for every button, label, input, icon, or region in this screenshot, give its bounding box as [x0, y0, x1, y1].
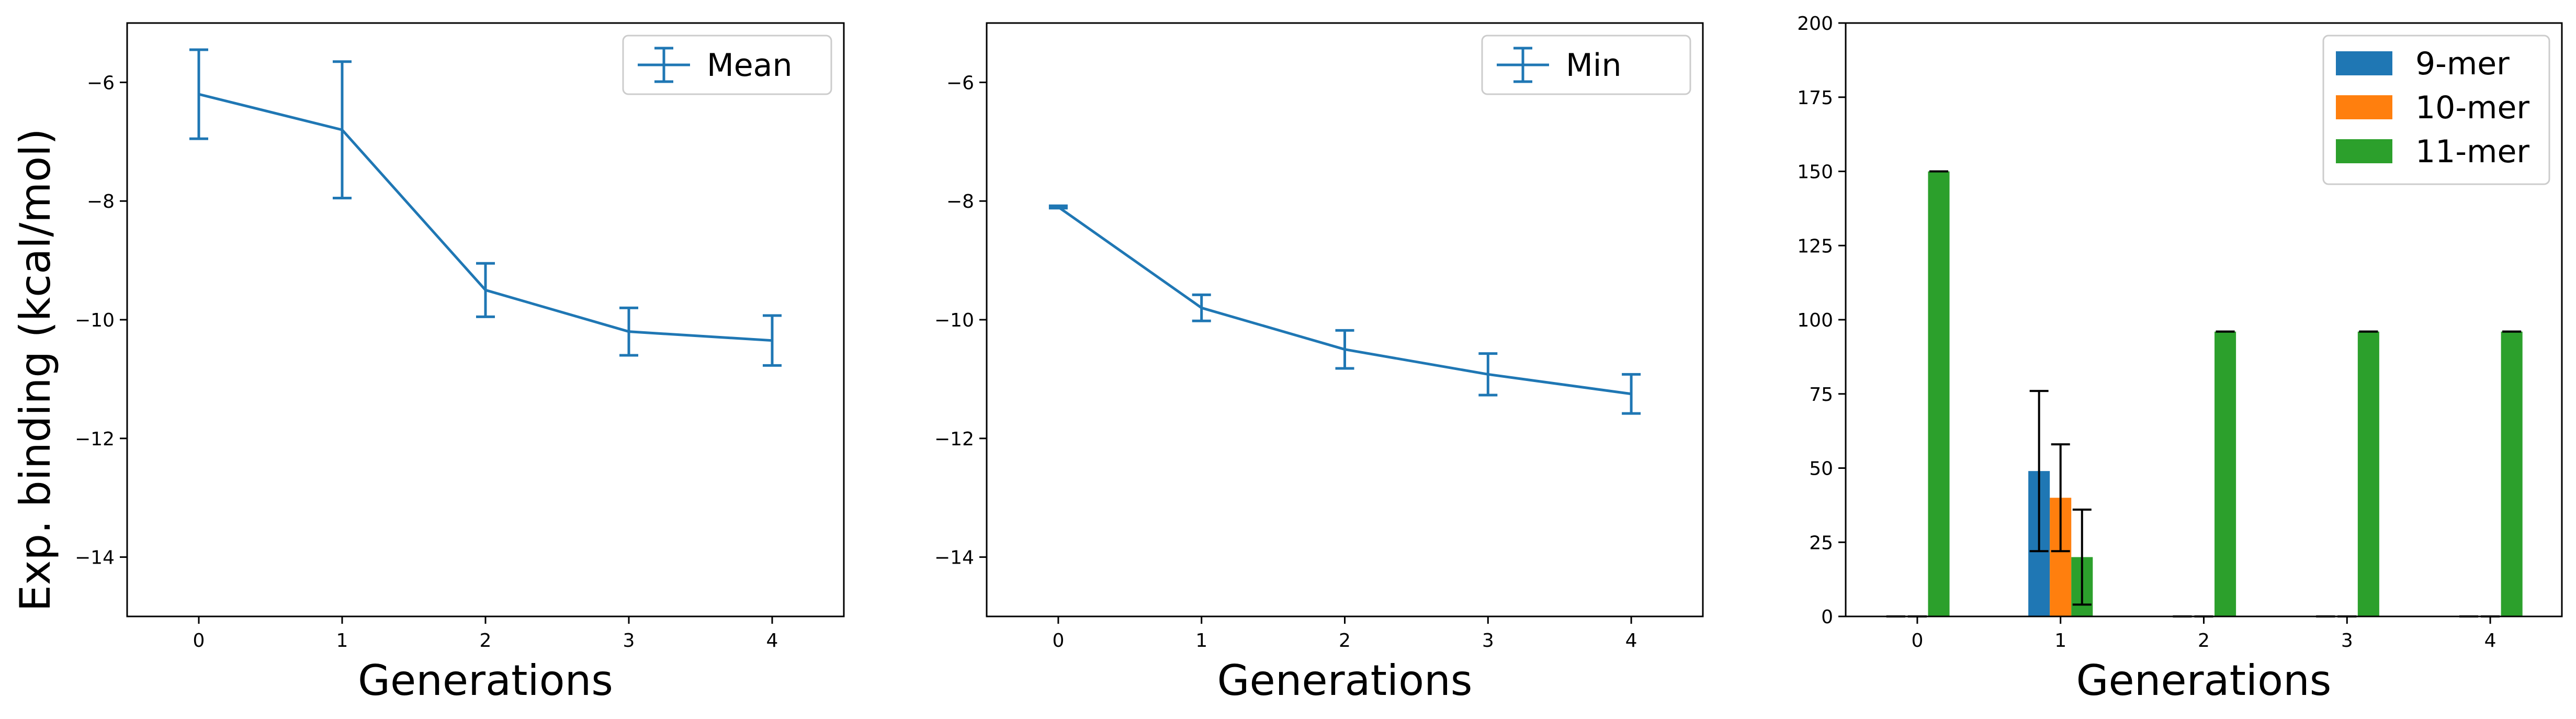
mean-binding-panel: −14 −12 −10 −8 −6 0 1 2 3 4 Generations Mean	[75, 22, 845, 705]
y-tick-label: 75	[1809, 384, 1833, 406]
x-tick-label: 2	[1339, 630, 1351, 651]
x-tick-label: 4	[2484, 630, 2496, 651]
y-tick-label: 200	[1797, 13, 1833, 35]
y-tick-label: −10	[934, 310, 974, 331]
axes-frame	[126, 22, 845, 617]
y-tick-label: −14	[75, 547, 115, 569]
bar	[2215, 331, 2236, 616]
x-axis-label: Generations	[2076, 656, 2332, 705]
y-tick-label: −12	[934, 429, 974, 450]
axes-frame	[986, 22, 1704, 617]
legend-box	[622, 35, 832, 95]
y-tick-label: −12	[75, 429, 115, 450]
x-tick-label: 4	[766, 630, 778, 651]
x-axis-label: Generations	[1217, 656, 1473, 705]
legend-box	[1481, 35, 1691, 95]
y-tick-label: 25	[1809, 532, 1833, 554]
bar	[2357, 331, 2379, 616]
y-tick-label: −8	[946, 191, 974, 212]
x-tick-label: 0	[1052, 630, 1064, 651]
bar	[1928, 171, 1950, 616]
min-binding-panel: −14 −12 −10 −8 −6 0 1 2 3 4 Generations Min	[934, 22, 1704, 705]
peptide-length-count-panel: 0 25 50 75 100 125 150 175 200 0 1 2 3 4 Generations 9-…	[1797, 13, 2563, 705]
legend-label: Min	[1566, 47, 1621, 84]
y-tick-label: 100	[1797, 310, 1833, 331]
x-tick-label: 4	[1625, 630, 1637, 651]
y-axis-label: Exp. binding (kcal/mol)	[11, 128, 60, 611]
y-tick-label: −6	[87, 72, 115, 94]
legend-label: 9-mer	[2415, 46, 2510, 82]
y-tick-label: 0	[1821, 606, 1833, 628]
x-tick-label: 3	[623, 630, 635, 651]
y-tick-label: −6	[946, 72, 974, 94]
x-tick-label: 1	[2054, 630, 2066, 651]
y-tick-label: 125	[1797, 235, 1833, 257]
legend-swatch	[2336, 139, 2392, 163]
axes-frame	[1845, 22, 2563, 617]
x-tick-label: 0	[1911, 630, 1923, 651]
x-tick-label: 1	[1195, 630, 1207, 651]
legend-label: Mean	[707, 47, 792, 84]
x-tick-label: 0	[193, 630, 205, 651]
y-tick-label: 50	[1809, 458, 1833, 480]
x-tick-label: 1	[336, 630, 348, 651]
y-tick-label: −10	[75, 310, 115, 331]
y-tick-label: −8	[87, 191, 115, 212]
x-tick-label: 3	[2341, 630, 2353, 651]
y-tick-label: 150	[1797, 162, 1833, 183]
x-tick-label: 3	[1482, 630, 1494, 651]
x-axis-label: Generations	[358, 656, 613, 705]
legend-label: 11-mer	[2415, 133, 2529, 170]
bar	[2501, 331, 2523, 616]
x-tick-label: 2	[2198, 630, 2210, 651]
y-tick-label: 175	[1797, 87, 1833, 109]
x-tick-label: 2	[480, 630, 492, 651]
legend-label: 10-mer	[2415, 89, 2529, 126]
legend-swatch	[2336, 51, 2392, 75]
y-tick-label: −14	[934, 547, 974, 569]
legend-swatch	[2336, 95, 2392, 119]
